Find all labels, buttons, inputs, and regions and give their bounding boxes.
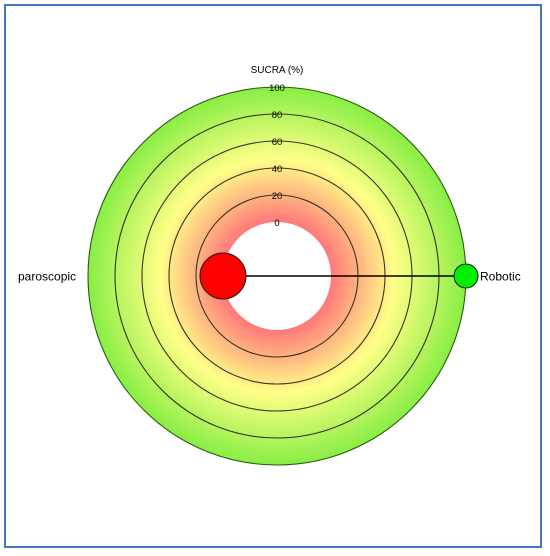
ring-tick-label-60: 60 (272, 137, 283, 148)
node-label-laparoscopic: paroscopic (18, 270, 76, 284)
ring-tick-label-80: 80 (272, 110, 283, 121)
ring-tick-label-100: 100 (269, 83, 285, 94)
node-label-robotic: Robotic (480, 270, 521, 284)
ring-tick-label-0: 0 (274, 218, 279, 229)
sucra-radial-chart: 0 20 40 60 80 100 paroscopic Robotic SUCRA (%) (18, 65, 521, 466)
figure-frame: 0 20 40 60 80 100 paroscopic Robotic SUCRA (%) (4, 4, 542, 548)
node-robotic (453, 263, 479, 289)
chart-title: SUCRA (%) (251, 65, 304, 76)
ring-tick-label-40: 40 (272, 164, 283, 175)
treatment-nodes: paroscopic Robotic (18, 252, 521, 300)
ring-tick-label-20: 20 (272, 191, 283, 202)
ring-tick-labels: 0 20 40 60 80 100 (269, 83, 285, 229)
node-laparoscopic (199, 252, 247, 300)
